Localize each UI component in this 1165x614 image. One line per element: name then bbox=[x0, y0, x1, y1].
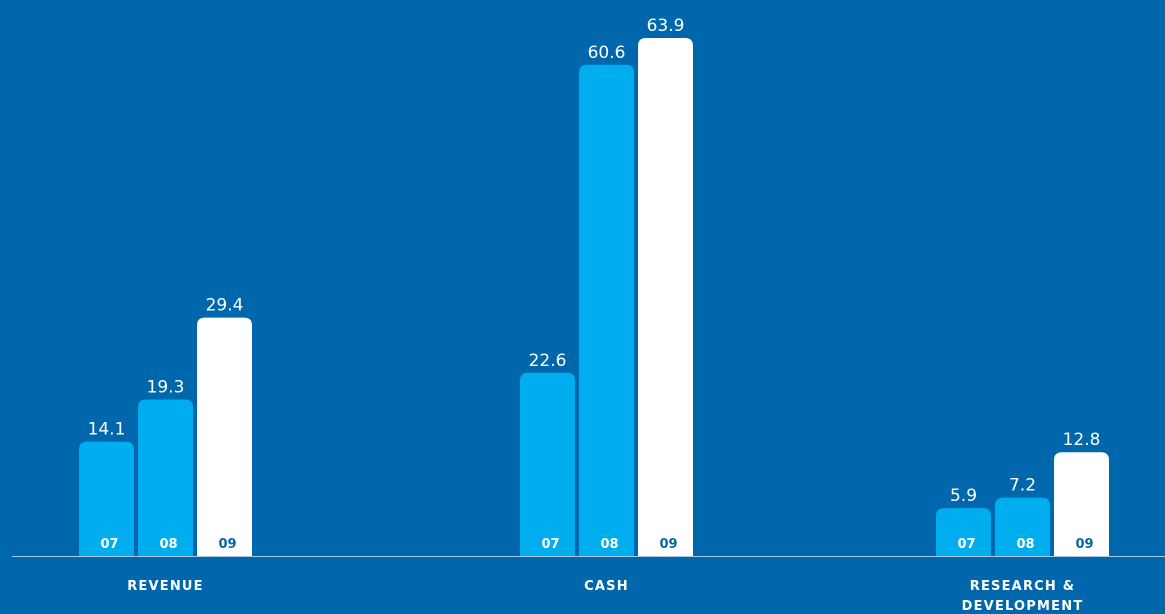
year-label: 07 bbox=[541, 537, 559, 552]
bar bbox=[520, 372, 575, 556]
bar-group: 14.1 07 19.3 08 29.4 09 REVENUE bbox=[79, 296, 252, 594]
category-label: CASH bbox=[584, 579, 629, 594]
bar bbox=[936, 508, 991, 556]
bar bbox=[638, 38, 693, 556]
bar-value-label: 63.9 bbox=[647, 16, 685, 36]
year-label: 08 bbox=[1016, 537, 1034, 552]
bar bbox=[995, 497, 1050, 556]
bar-value-label: 5.9 bbox=[950, 486, 977, 506]
bar-value-label: 19.3 bbox=[147, 378, 185, 398]
year-label: 08 bbox=[600, 537, 618, 552]
bar-value-label: 22.6 bbox=[529, 351, 567, 371]
bar bbox=[579, 64, 634, 557]
bar-value-label: 60.6 bbox=[588, 43, 626, 63]
year-label: 08 bbox=[159, 537, 177, 552]
bar bbox=[1054, 452, 1109, 556]
category-label: REVENUE bbox=[127, 579, 204, 594]
year-label: 09 bbox=[659, 537, 677, 552]
bar-group: 22.6 07 60.6 08 63.9 09 CASH bbox=[520, 16, 693, 594]
bar-value-label: 14.1 bbox=[88, 420, 126, 440]
category-label: DEVELOPMENT bbox=[962, 599, 1084, 614]
year-label: 07 bbox=[957, 537, 975, 552]
bar bbox=[138, 399, 193, 556]
bar bbox=[197, 317, 252, 556]
year-label: 07 bbox=[100, 537, 118, 552]
category-label: RESEARCH & bbox=[970, 579, 1076, 594]
bar bbox=[79, 441, 134, 556]
bar-value-label: 29.4 bbox=[206, 296, 244, 316]
bar-value-label: 12.8 bbox=[1063, 430, 1101, 450]
bar-group: 5.9 07 7.2 08 12.8 09 RESEARCH & DEVELOPMENT bbox=[936, 430, 1109, 614]
bar-value-label: 7.2 bbox=[1009, 476, 1036, 496]
year-label: 09 bbox=[1075, 537, 1093, 552]
year-label: 09 bbox=[218, 537, 236, 552]
